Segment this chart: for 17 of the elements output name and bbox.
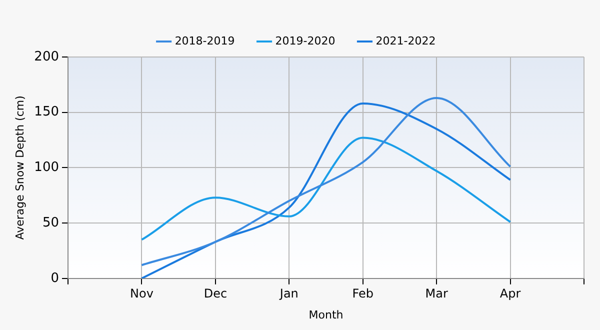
y-tick-label: 0 <box>50 270 60 286</box>
line-series <box>140 136 512 241</box>
x-tick-label: Nov <box>130 286 154 301</box>
x-tick-label: Jan <box>278 286 298 301</box>
x-tick-label: Mar <box>425 286 448 301</box>
x-tick-label: Feb <box>352 286 374 301</box>
y-tick-label: 100 <box>34 160 60 176</box>
y-tick-label: 200 <box>34 49 60 64</box>
legend-label: 2019-2020 <box>275 34 336 48</box>
x-tick-label: Dec <box>204 286 228 301</box>
y-axis-title: Average Snow Depth (cm) <box>13 96 26 240</box>
legend-label: 2021-2022 <box>376 34 436 48</box>
x-axis-title: Month <box>308 308 344 322</box>
y-tick-label: 150 <box>34 104 60 120</box>
y-tick-label: 50 <box>42 215 60 230</box>
x-tick-label: Apr <box>500 286 521 301</box>
legend-label: 2018-2019 <box>174 34 235 48</box>
